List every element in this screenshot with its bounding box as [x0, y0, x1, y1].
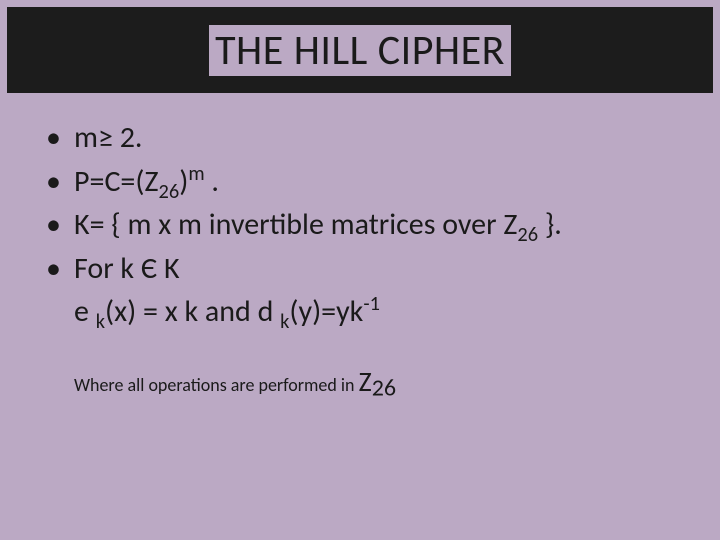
- b4c-sub2: k: [280, 310, 289, 334]
- bullet-item-4: For k Є K: [40, 249, 680, 289]
- bullet-1-text: m≥ 2.: [74, 119, 142, 156]
- bullet-2-pre: P=C=(Z: [74, 163, 159, 200]
- b4c-pre: e: [74, 293, 96, 330]
- bullet-2-sup: m: [188, 162, 204, 186]
- b4c-mid2: (y)=yk: [289, 293, 363, 330]
- bullet-3-pre: K= { m x m invertible matrices over Z: [74, 206, 517, 243]
- b4c-sub1: k: [96, 310, 105, 334]
- bullet-3-sub: 26: [517, 223, 538, 247]
- bullet-list: m≥ 2. P=C=(Z26)m . K= { m x m invertible…: [40, 118, 680, 288]
- bullet-2-sub: 26: [159, 180, 180, 204]
- b4c-sup: -1: [363, 292, 380, 316]
- footnote-sub: 26: [372, 374, 396, 403]
- bullet-3-post: }.: [538, 206, 562, 243]
- bullet-item-1: m≥ 2.: [40, 118, 680, 158]
- bullet-2-post: .: [205, 163, 219, 200]
- content-area: m≥ 2. P=C=(Z26)m . K= { m x m invertible…: [40, 118, 680, 399]
- title-overlay: THE HILL CIPHER: [7, 7, 713, 93]
- slide: THE HILL CIPHER m≥ 2. P=C=(Z26)m . K= { …: [0, 0, 720, 540]
- bullet-2-mid: ): [179, 163, 188, 200]
- slide-title: THE HILL CIPHER: [209, 25, 511, 76]
- footnote-z: Z: [359, 364, 372, 399]
- bullet-item-3: K= { m x m invertible matrices over Z26 …: [40, 205, 680, 245]
- b4c-mid1: (x) = x k and d: [105, 293, 280, 330]
- bullet-4-continuation: e k(x) = x k and d k(y)=yk-1: [40, 292, 680, 332]
- bullet-item-2: P=C=(Z26)m .: [40, 162, 680, 202]
- footnote: Where all operations are performed in Z2…: [40, 364, 680, 399]
- bullet-4-text: For k Є K: [74, 250, 180, 287]
- footnote-pre: Where all operations are performed in: [74, 374, 359, 396]
